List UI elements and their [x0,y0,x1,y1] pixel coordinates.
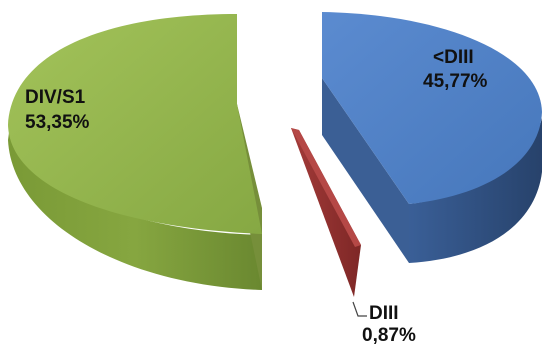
slice-diii-top [291,128,361,247]
slice-div-s1 [8,14,262,290]
label-diii-name: DIII [369,303,399,324]
label-lt-diii-name: <DIII [433,47,474,68]
label-div-s1-name: DIV/S1 [25,87,86,108]
slice-lt-diii [322,12,542,263]
label-lt-diii-value: 45,77% [423,71,488,92]
slice-lt-diii-left-wall [322,78,409,263]
label-diii-value: 0,87% [362,325,416,344]
diii-leader-line [352,301,367,317]
slice-div-s1-top [8,14,262,234]
slice-div-s1-side [8,125,262,290]
slice-diii [291,128,361,297]
label-div-s1-value: 53,35% [25,112,90,133]
slice-lt-diii-side [409,118,542,263]
slice-lt-diii-top [322,12,542,204]
slice-diii-side [291,128,361,297]
